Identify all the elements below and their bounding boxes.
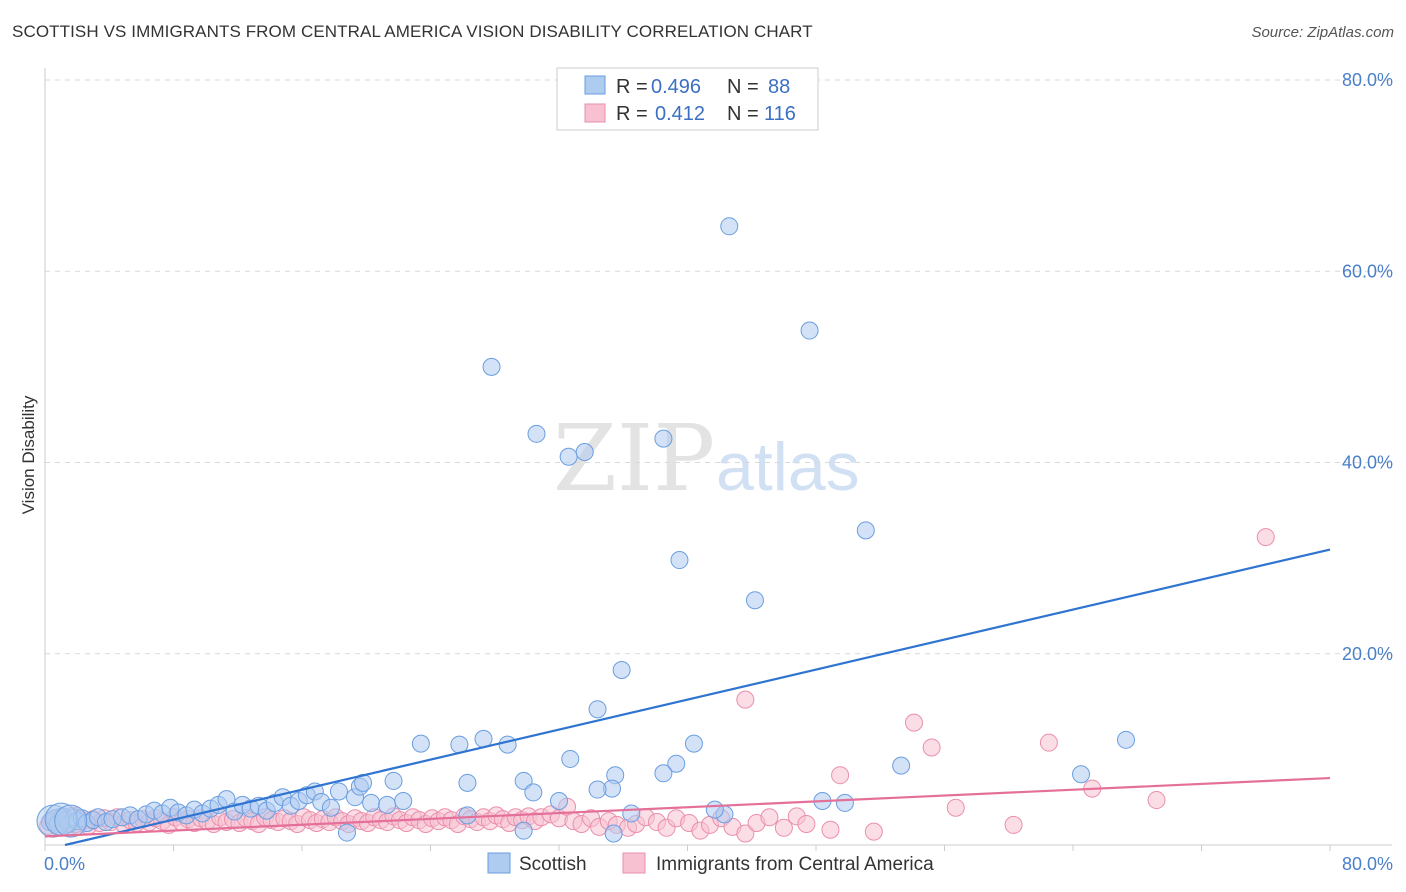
scottish-point-66 <box>559 447 578 466</box>
immigrants-point-107 <box>797 814 816 833</box>
legend-r-value-1: 0.496 <box>651 76 701 98</box>
legend-r-value-2: 0.412 <box>655 103 705 125</box>
scottish-point-56 <box>524 783 543 802</box>
scottish-point-64 <box>482 357 501 376</box>
scottish-point-73 <box>800 321 819 340</box>
immigrants-point-112 <box>922 738 941 757</box>
immigrants-point-114 <box>1039 733 1058 752</box>
immigrants-point-110 <box>864 822 883 841</box>
immigrants-point-109 <box>831 766 850 785</box>
bottom-legend-label-scottish: Scottish <box>519 854 587 875</box>
scottish-point-40 <box>321 798 340 817</box>
immigrants-point-119 <box>946 798 965 817</box>
scottish-point-55 <box>514 771 533 790</box>
tick-labels: 80.0% 60.0% 40.0% 20.0% 0.0% 80.0% <box>44 70 1393 874</box>
source-credit: Source: ZipAtlas.com <box>1251 24 1394 41</box>
scottish-point-42 <box>337 823 356 842</box>
scottish-point-69 <box>670 551 689 570</box>
immigrants-point-118 <box>736 690 755 709</box>
scottish-point-74 <box>745 591 764 610</box>
scottish-point-48 <box>384 771 403 790</box>
scottish-point-81 <box>892 756 911 775</box>
x-tick-label-min: 0.0% <box>44 854 85 874</box>
legend-r-label-2: R = <box>616 103 648 125</box>
immigrants-trend-line <box>44 776 1331 838</box>
y-tick-label-3: 20.0% <box>1342 644 1393 664</box>
scottish-point-41 <box>329 782 348 801</box>
scottish-point-72 <box>720 217 739 236</box>
legend-n-value-2: 116 <box>764 103 796 125</box>
scottish-point-78 <box>654 764 673 783</box>
watermark-atlas: atlas <box>716 429 860 505</box>
y-tick-label-2: 40.0% <box>1342 453 1393 473</box>
scottish-point-75 <box>612 661 631 680</box>
scottish-point-49 <box>394 792 413 811</box>
scottish-point-57 <box>550 792 568 811</box>
legend-box: R = 0.496 N = 88 R = 0.412 N = 116 <box>556 67 819 131</box>
chart-title: SCOTTISH VS IMMIGRANTS FROM CENTRAL AMER… <box>12 22 813 41</box>
scottish-point-53 <box>458 773 477 792</box>
bottom-legend-swatch-pink <box>622 852 646 874</box>
scottish-point-59 <box>588 700 607 719</box>
legend-swatch-pink <box>584 103 606 123</box>
scottish-point-51 <box>411 734 430 753</box>
scottish-point-47 <box>378 795 397 814</box>
scottish-point-82 <box>705 800 724 819</box>
scottish-point-67 <box>575 442 594 461</box>
immigrants-point-116 <box>1147 791 1166 810</box>
immigrants-point-105 <box>774 818 793 837</box>
scottish-point-85 <box>1117 730 1136 749</box>
bottom-legend: Scottish Immigrants from Central America <box>487 852 934 875</box>
scottish-point-87 <box>604 824 623 843</box>
scottish-cluster-2 <box>54 804 88 838</box>
immigrants-point-117 <box>1256 528 1275 547</box>
scottish-point-46 <box>362 793 381 812</box>
scottish-point-70 <box>588 780 607 799</box>
y-axis-title: Vision Disability <box>19 395 38 514</box>
axes <box>44 68 1392 851</box>
scottish-point-84 <box>1072 765 1091 784</box>
scottish-point-83 <box>835 793 854 812</box>
scottish-point-65 <box>527 424 546 443</box>
bottom-legend-swatch-blue <box>487 852 511 874</box>
immigrants-point-111 <box>904 713 923 732</box>
scottish-point-80 <box>856 521 875 540</box>
legend-r-label-1: R = <box>616 76 648 98</box>
legend-n-label-1: N = <box>727 76 759 98</box>
y-tick-label-0: 80.0% <box>1342 70 1393 90</box>
immigrants-point-113 <box>1004 815 1023 834</box>
scottish-point-58 <box>561 749 580 768</box>
scottish-point-76 <box>684 734 703 753</box>
scottish-point-61 <box>458 806 477 825</box>
immigrants-point-104 <box>760 808 779 827</box>
immigrants-point-108 <box>821 820 840 839</box>
scottish-point-62 <box>514 821 533 840</box>
immigrants-point-102 <box>736 824 755 843</box>
scottish-trend-line <box>64 548 1331 847</box>
scottish-point-71 <box>622 804 641 823</box>
y-tick-label-1: 60.0% <box>1342 261 1393 281</box>
legend-n-value-1: 88 <box>768 76 790 98</box>
scottish-point-77 <box>667 754 686 773</box>
legend-n-label-2: N = <box>727 103 759 125</box>
grid-lines <box>45 79 1392 655</box>
bottom-legend-label-immigrants: Immigrants from Central America <box>656 854 934 875</box>
scottish-point-68 <box>654 429 673 448</box>
series-scottish-points <box>36 217 1136 843</box>
x-tick-label-max: 80.0% <box>1342 854 1393 874</box>
trend-lines <box>44 548 1331 847</box>
legend-swatch-blue <box>584 75 606 95</box>
scottish-point-54 <box>498 735 517 754</box>
